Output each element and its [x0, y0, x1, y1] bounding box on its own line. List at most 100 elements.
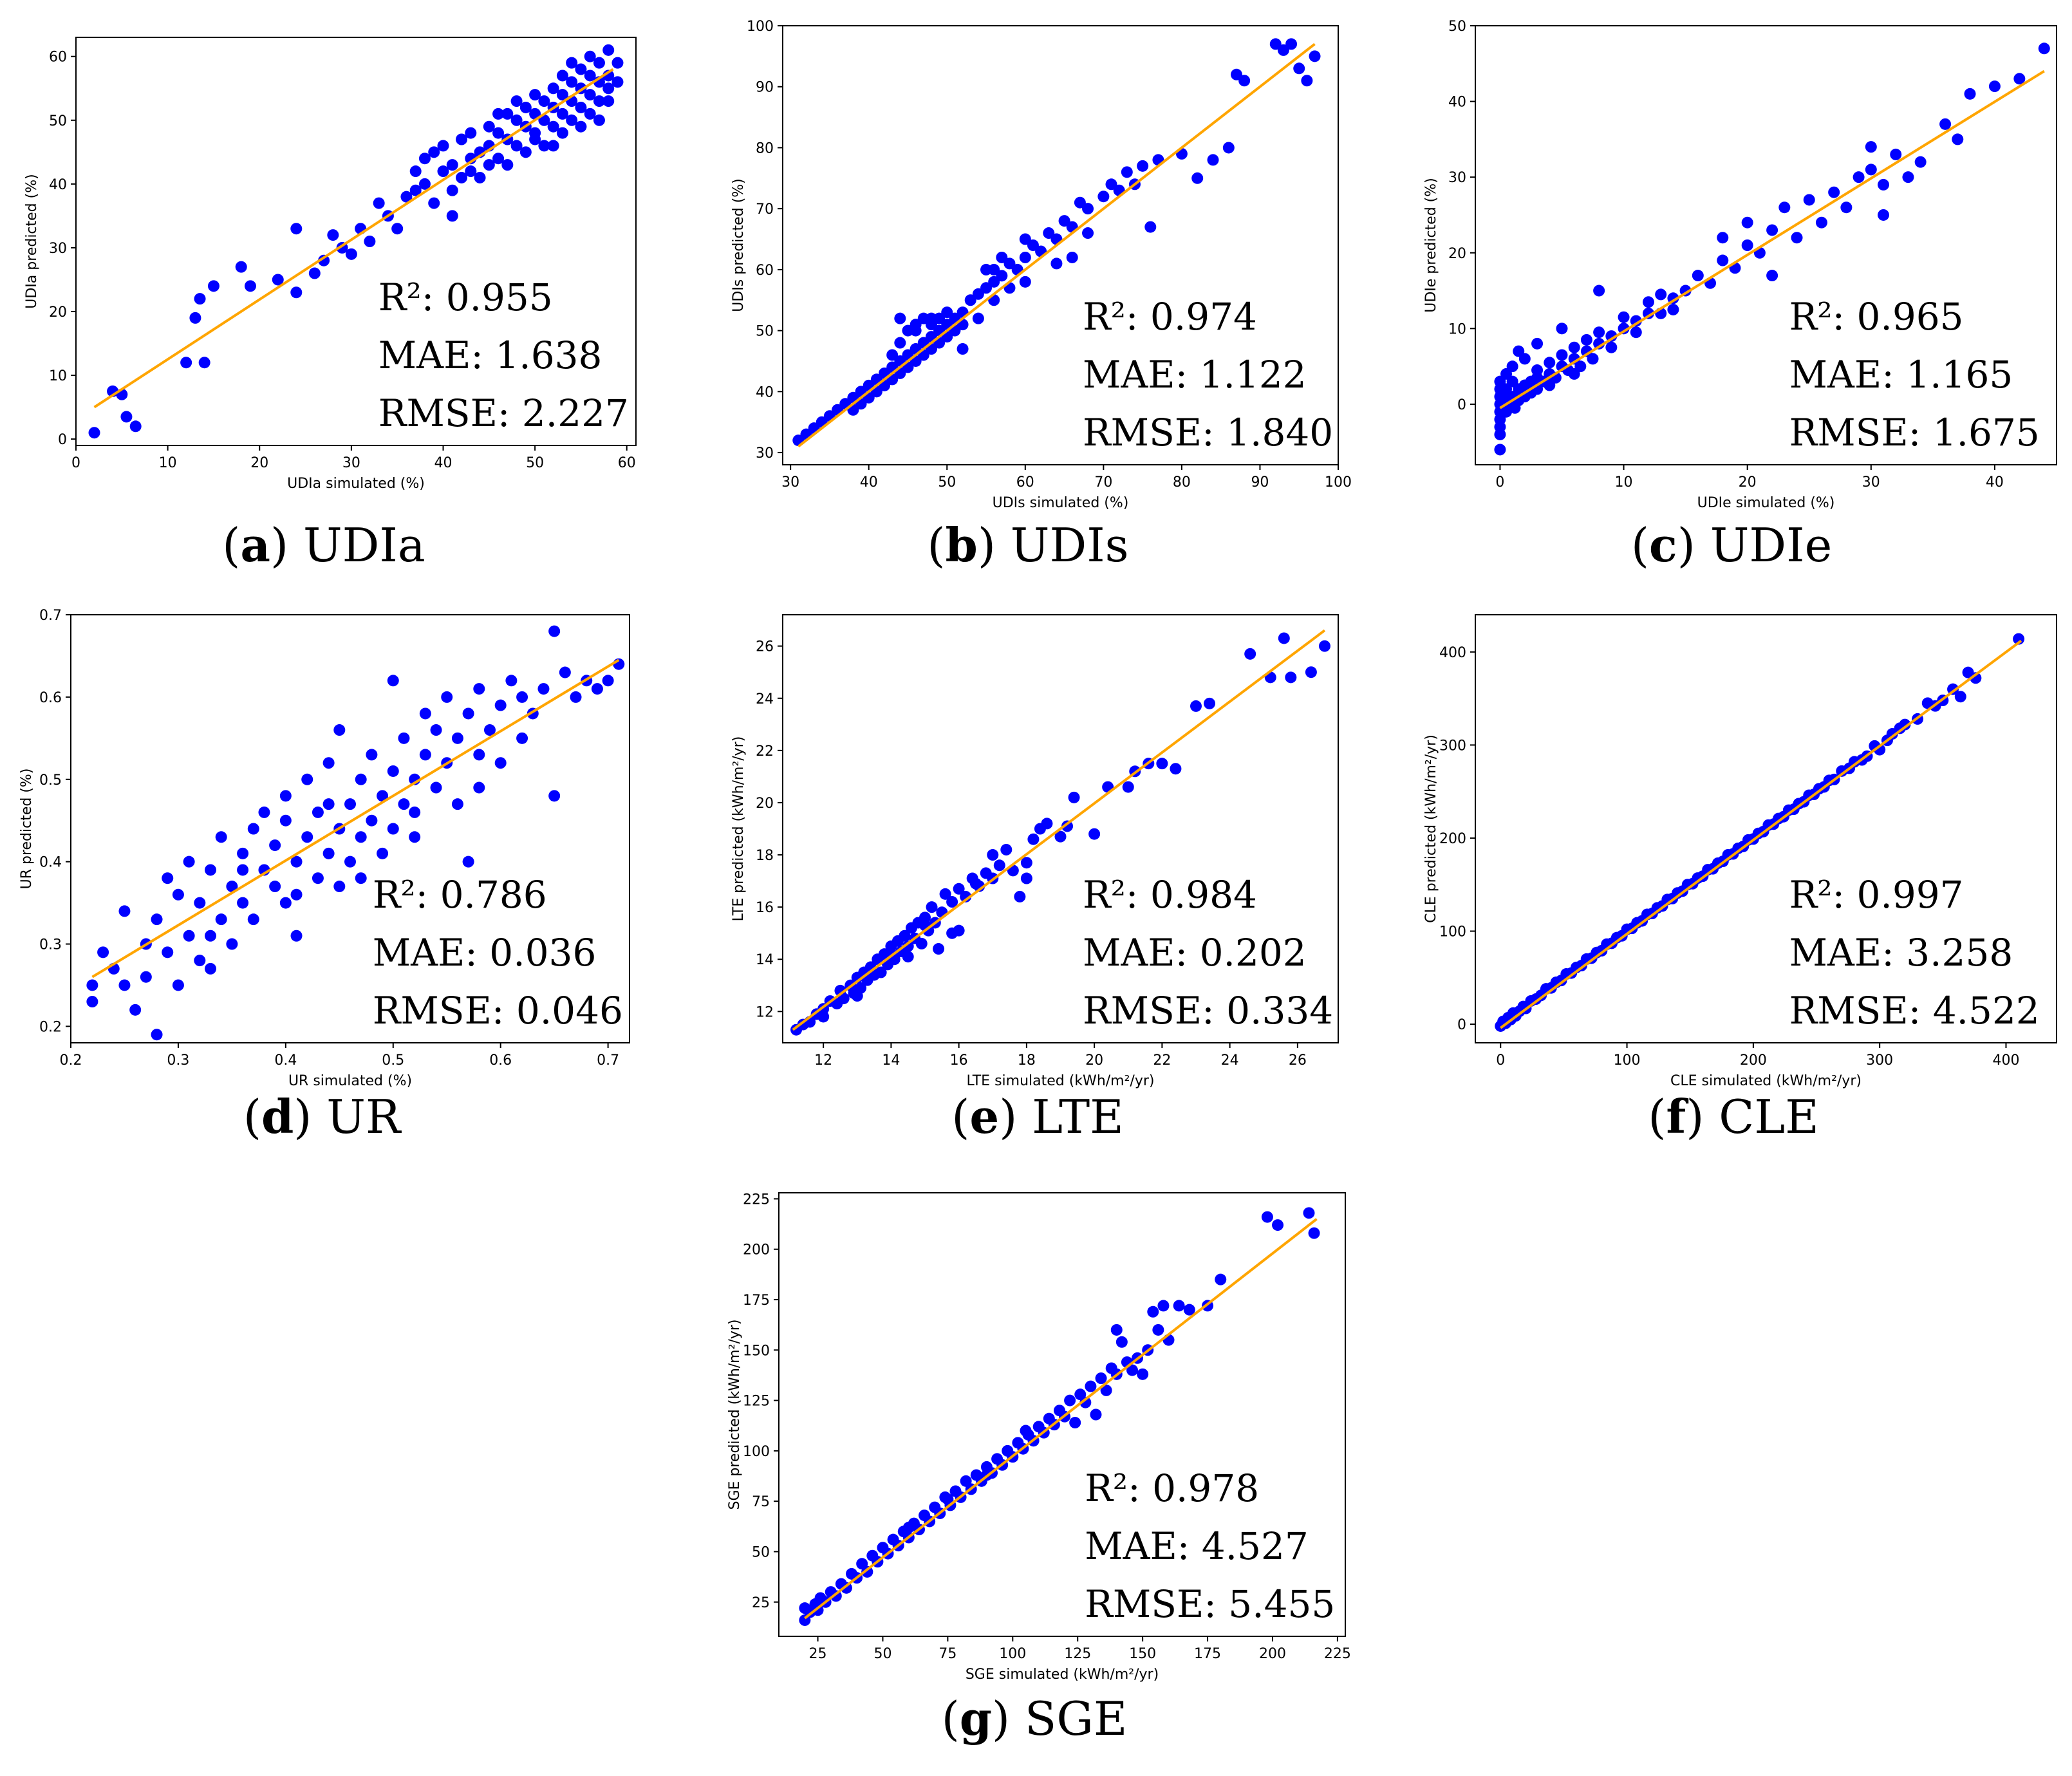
- data-point: [902, 951, 914, 963]
- data-point: [910, 324, 922, 337]
- plot-frame: [70, 614, 630, 1043]
- data-point: [120, 411, 133, 423]
- caption-name: ) SGE: [992, 1692, 1127, 1746]
- data-point: [387, 823, 399, 835]
- panel-b: 30 40 50 60 70 80 90 100 30 40 50 60 70 80 90 100 UDIs s…: [731, 19, 1352, 572]
- y-tick-label: 25: [752, 1595, 770, 1611]
- data-point: [2038, 42, 2050, 55]
- data-point: [312, 806, 324, 818]
- data-point: [409, 831, 421, 843]
- data-point: [556, 70, 568, 82]
- data-point: [1215, 1273, 1227, 1285]
- data-point: [957, 343, 969, 355]
- x-tick-label: 40: [860, 474, 878, 491]
- data-point: [1082, 227, 1094, 239]
- data-point: [205, 962, 216, 975]
- data-point: [1095, 1372, 1107, 1385]
- y-tick-label: 0.7: [39, 608, 62, 624]
- data-point: [1899, 718, 1911, 731]
- data-point: [492, 107, 505, 120]
- x-tick-label: 25: [809, 1646, 827, 1662]
- stat-rmse: RMSE: 2.227: [378, 391, 629, 435]
- data-point: [942, 1493, 954, 1506]
- panel-a: 0 10 20 30 40 50 60 0 10 20 30 40 50 60 UDIa simulated…: [24, 37, 637, 572]
- data-point: [344, 798, 356, 810]
- data-point: [987, 849, 999, 861]
- data-point: [1717, 254, 1729, 266]
- x-tick-label: 100: [1325, 474, 1352, 491]
- data-point: [345, 248, 357, 260]
- data-point: [575, 120, 587, 133]
- data-point: [1587, 353, 1599, 365]
- data-point: [418, 153, 431, 165]
- stat-mae: MAE: 3.258: [1789, 931, 2013, 975]
- data-point: [510, 95, 523, 107]
- data-point: [1630, 315, 1642, 327]
- stat-mae: MAE: 1.638: [378, 333, 602, 377]
- y-tick-label: 100: [743, 1444, 770, 1460]
- y-tick-label: 24: [756, 691, 774, 707]
- y-tick-label: 225: [743, 1192, 770, 1208]
- caption-letter: e: [969, 1089, 999, 1144]
- data-point: [1305, 666, 1317, 678]
- x-tick-label: 0.2: [60, 1052, 82, 1069]
- stat-rmse: RMSE: 4.522: [1789, 989, 2040, 1033]
- data-point: [151, 1029, 163, 1041]
- data-point: [473, 749, 485, 761]
- y-axis-label: SGE predicted (kWh/m²/yr): [727, 1319, 743, 1510]
- x-tick-label: 175: [1194, 1646, 1221, 1662]
- y-axis-label: UDIa predicted (%): [24, 174, 40, 308]
- data-point: [886, 349, 899, 361]
- y-tick-label: 175: [743, 1293, 770, 1309]
- data-point: [247, 823, 259, 835]
- x-tick-label: 20: [1085, 1052, 1103, 1069]
- y-tick-label: 30: [1448, 170, 1466, 186]
- data-point: [1494, 444, 1506, 456]
- data-point: [1204, 697, 1216, 709]
- data-point: [492, 127, 505, 139]
- data-point: [377, 790, 389, 802]
- stat-r2: R²: 0.955: [378, 276, 553, 319]
- caption-letter: g: [960, 1691, 992, 1746]
- data-point: [418, 178, 431, 190]
- data-point: [1144, 221, 1157, 233]
- data-point: [1791, 232, 1803, 244]
- y-tick-label: 60: [49, 50, 67, 66]
- data-point: [441, 691, 453, 703]
- data-point: [1531, 364, 1544, 377]
- data-point: [428, 197, 440, 209]
- data-point: [556, 127, 568, 139]
- data-point: [194, 955, 206, 967]
- x-axis-label: LTE simulated (kWh/m²/yr): [967, 1073, 1155, 1089]
- data-point: [1544, 357, 1556, 369]
- data-point: [519, 146, 532, 158]
- data-point: [1191, 172, 1204, 184]
- data-point: [902, 1521, 915, 1533]
- data-point: [1122, 781, 1134, 793]
- y-tick-label: 18: [756, 848, 774, 864]
- data-point: [566, 114, 578, 126]
- panel-caption: (b) UDIs: [927, 518, 1128, 572]
- x-tick-label: 30: [342, 455, 360, 471]
- y-tick-label: 40: [756, 384, 774, 400]
- data-points: [790, 632, 1330, 1036]
- panel-d: 0.2 0.3 0.4 0.5 0.6 0.7 0.2 0.3 0.4 0.5 0.6 0.7 UR s…: [19, 608, 630, 1144]
- y-tick-label: 16: [756, 900, 774, 916]
- data-point: [1050, 257, 1063, 270]
- data-point: [446, 184, 458, 196]
- x-tick-label: 225: [1324, 1646, 1351, 1662]
- data-point: [237, 897, 249, 909]
- data-point: [1277, 44, 1289, 56]
- stat-r2: R²: 0.978: [1085, 1466, 1259, 1510]
- caption-paren: (: [222, 518, 240, 572]
- data-point: [1605, 330, 1618, 342]
- caption-letter: d: [261, 1089, 294, 1144]
- regression-line: [93, 68, 614, 409]
- x-tick-label: 10: [159, 455, 177, 471]
- data-point: [1152, 1323, 1164, 1336]
- y-tick-label: 300: [1439, 738, 1466, 754]
- data-point: [548, 790, 561, 802]
- data-point: [902, 940, 914, 952]
- data-point: [1605, 341, 1618, 353]
- data-point: [575, 101, 587, 113]
